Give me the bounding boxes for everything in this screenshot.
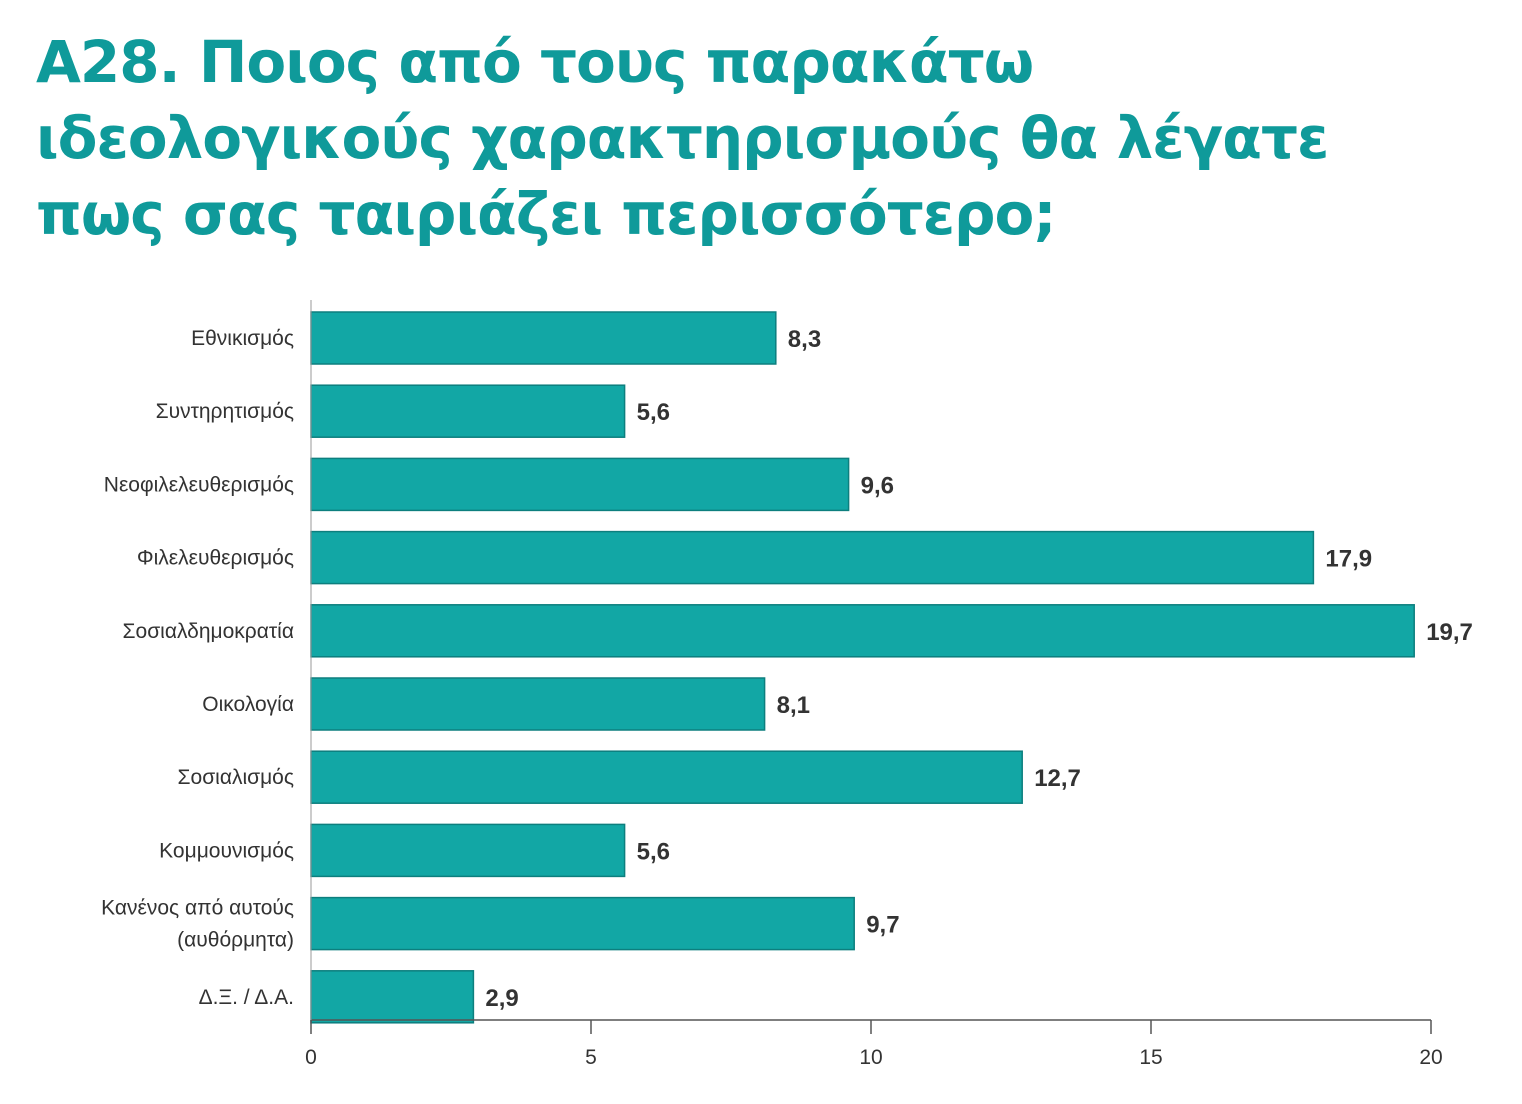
- bar-4: [310, 530, 1315, 585]
- title-line-1: A28. Ποιος από τους παρακάτω: [36, 28, 1034, 96]
- bar-3: [310, 457, 850, 512]
- value-label-4: 17,9: [1325, 546, 1372, 573]
- category-label-7: Σοσιαλισμός: [178, 766, 294, 789]
- category-label-10: Δ.Ξ. / Δ.Α.: [199, 986, 294, 1009]
- category-label-8: Κομμουνισμός: [159, 839, 294, 862]
- bar-8: [310, 823, 626, 878]
- bar-1: [310, 311, 777, 365]
- category-label-4: Φιλελευθερισμός: [137, 547, 294, 570]
- category-label-1: Εθνικισμός: [191, 327, 294, 350]
- category-label-9-line-1: Κανένος από αυτούς: [101, 897, 294, 920]
- bar-6: [310, 677, 766, 731]
- category-label-6: Οικολογία: [202, 693, 294, 716]
- category-label-2: Συντηρητισμός: [156, 400, 294, 423]
- value-label-2: 5,6: [637, 399, 670, 426]
- value-label-1: 8,3: [788, 326, 821, 353]
- x-tick-label-0: 0: [305, 1046, 317, 1069]
- bar-9: [310, 896, 855, 951]
- chart-title: A28. Ποιος από τους παρακάτω ιδεολογικού…: [36, 24, 1436, 252]
- x-tick-label-20: 20: [1419, 1046, 1442, 1069]
- value-label-6: 8,1: [777, 692, 810, 719]
- bar-5: [310, 604, 1415, 658]
- value-label-9: 9,7: [866, 912, 899, 939]
- x-tick-label-5: 5: [585, 1046, 597, 1069]
- value-label-5: 19,7: [1426, 619, 1473, 646]
- category-label-5: Σοσιαλδημοκρατία: [123, 620, 294, 643]
- bar-10: [310, 970, 475, 1024]
- title-line-2: ιδεολογικούς χαρακτηρισμούς θα λέγατε: [36, 104, 1329, 172]
- title-line-3: πως σας ταιριάζει περισσότερο;: [36, 180, 1057, 248]
- x-tick-label-10: 10: [859, 1046, 882, 1069]
- value-label-7: 12,7: [1034, 765, 1081, 792]
- x-tick-label-15: 15: [1139, 1046, 1162, 1069]
- value-label-10: 2,9: [485, 985, 518, 1012]
- bar-2: [310, 384, 626, 438]
- category-label-9-line-2: (αυθόρμητα): [177, 929, 294, 952]
- category-label-3: Νεοφιλελευθερισμός: [104, 473, 294, 496]
- value-label-8: 5,6: [637, 838, 670, 865]
- bar-7: [310, 750, 1023, 804]
- value-label-3: 9,6: [861, 472, 894, 499]
